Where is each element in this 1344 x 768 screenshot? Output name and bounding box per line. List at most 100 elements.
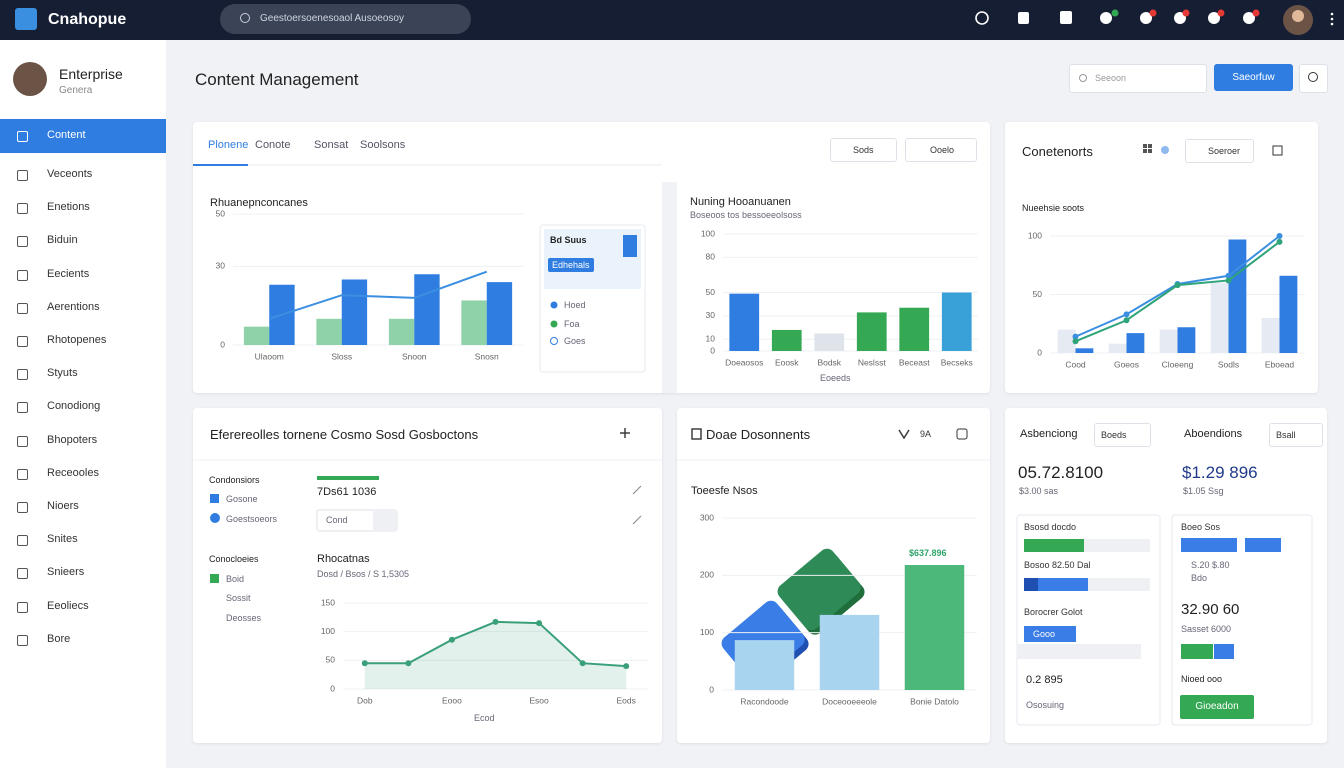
search-icon-button[interactable] — [1299, 64, 1328, 93]
x-tick-label: Snosn — [475, 351, 499, 361]
legend-item: Hoed — [564, 300, 586, 310]
menu-icon — [17, 568, 28, 580]
x-tick-label: Goeos — [1114, 359, 1139, 369]
line-point — [1225, 272, 1232, 279]
input-text[interactable]: Cond — [326, 515, 348, 525]
stat-value: 05.72.8100 — [1018, 463, 1104, 482]
y-tick-label: 80 — [706, 252, 716, 262]
menu-label: Eecients — [47, 267, 90, 280]
menu-item[interactable]: Content — [0, 119, 166, 153]
menu-item[interactable]: Bore — [0, 623, 166, 657]
stat-select[interactable]: Boeds — [1094, 423, 1151, 447]
bar — [899, 307, 930, 351]
y-tick-label: 0 — [220, 339, 225, 349]
x-tick-label: Doeaosos — [725, 357, 763, 367]
line-point — [1276, 233, 1283, 239]
control[interactable]: 9A — [920, 429, 932, 439]
y-tick-label: 50 — [706, 287, 716, 297]
menu-item[interactable]: Enetions — [0, 191, 166, 225]
bar — [1108, 343, 1127, 353]
y-tick-label: 100 — [321, 626, 335, 636]
card-text: Bdo — [1191, 573, 1208, 583]
card-button[interactable]: Gioeadon — [1180, 695, 1254, 719]
menu-item[interactable]: Rhotopenes — [0, 324, 166, 358]
stat-sub: $1.05 Ssg — [1183, 486, 1224, 496]
tab[interactable]: Plonene — [208, 139, 249, 151]
x-tick-label: Becseks — [941, 357, 973, 367]
radio-label[interactable]: Goestsoeors — [226, 514, 278, 524]
search-dropdown[interactable]: Soeroer — [1185, 139, 1254, 163]
x-tick-label: Sodls — [1218, 359, 1239, 369]
menu-item[interactable]: Veceonts — [0, 158, 166, 192]
top-bar: Cnahopue Geestoersoenesoaol Ausoeosoy — [0, 0, 1344, 40]
menu-icon — [17, 302, 28, 314]
card-text: Bsosd docdo — [1024, 522, 1077, 532]
tab[interactable]: Sonsat — [314, 139, 349, 151]
x-tick-label: Bonie Datolo — [910, 696, 959, 706]
menu-label: Receooles — [47, 466, 99, 479]
menu-label: Nioers — [47, 500, 79, 512]
tab[interactable]: Conote — [255, 139, 291, 151]
bar — [1210, 282, 1229, 353]
card-text: S.20 $.80 — [1191, 560, 1230, 570]
x-tick-label: Doceooeeeole — [822, 696, 877, 706]
filter-dropdown[interactable]: Sods — [830, 138, 897, 162]
menu-item[interactable]: Receooles — [0, 457, 166, 491]
stat-select[interactable]: Bsall — [1269, 423, 1323, 447]
bar — [1126, 333, 1145, 353]
bar — [819, 614, 880, 690]
line-point — [1276, 238, 1283, 245]
profile-role: Genera — [59, 85, 93, 96]
x-tick-label: Neslsst — [858, 357, 887, 367]
line-area — [364, 621, 627, 689]
bar — [1075, 348, 1094, 353]
logo-icon — [15, 8, 37, 30]
header-search[interactable]: Seeoon — [1069, 64, 1207, 93]
menu-item[interactable]: Snieers — [0, 556, 166, 590]
menu-item[interactable]: Bhopoters — [0, 424, 166, 458]
line-point — [448, 636, 455, 643]
x-axis-label: Ecod — [474, 713, 495, 723]
header-button[interactable]: Saeorfuw — [1214, 64, 1293, 91]
panel-title: Eferereolles tornene Cosmo Sosd Gosbocto… — [210, 427, 479, 442]
y-tick-label: 30 — [706, 310, 716, 320]
menu-icon — [17, 535, 28, 547]
search-text: Geestoersoenesoaol Ausoeosoy — [260, 13, 404, 24]
group-title: Condonsiors — [209, 475, 260, 485]
menu-item[interactable]: Conodiong — [0, 390, 166, 424]
x-tick-label: Eooo — [442, 695, 462, 705]
line-point — [579, 660, 586, 667]
list-item: Boid — [226, 574, 245, 584]
x-tick-label: Eoosk — [775, 357, 799, 367]
menu-item[interactable]: Biduin — [0, 224, 166, 258]
search-bar[interactable]: Geestoersoenesoaol Ausoeosoy — [220, 4, 471, 34]
menu-label: Content — [47, 129, 86, 141]
menu-item[interactable]: Aerentions — [0, 291, 166, 325]
y-tick-label: 150 — [321, 597, 335, 607]
tab[interactable]: Soolsons — [360, 139, 406, 151]
menu-icon — [17, 435, 28, 447]
bar — [316, 318, 342, 345]
bar — [461, 300, 487, 345]
menu-item[interactable]: Eeoliecs — [0, 590, 166, 624]
stats-panel: Asbenciong Boeds Aboendions Bsall 05.72.… — [1005, 408, 1327, 743]
menu-icon — [17, 601, 28, 613]
filter-dropdown[interactable]: Ooelo — [905, 138, 977, 162]
card-text: Sasset 6000 — [1181, 624, 1232, 634]
profile-name: Enterprise — [59, 66, 123, 82]
y-tick-label: 50 — [326, 655, 336, 665]
menu-label: Bhopoters — [47, 433, 98, 446]
menu-item[interactable]: Styuts — [0, 357, 166, 391]
menu-item[interactable]: Eecients — [0, 258, 166, 292]
checkbox-label[interactable]: Gosone — [226, 494, 258, 504]
menu-item[interactable]: Nioers — [0, 490, 166, 524]
y-tick-label: 100 — [1028, 230, 1042, 240]
menu-item[interactable]: Snites — [0, 523, 166, 557]
menu-icon — [17, 170, 28, 181]
avatar — [13, 62, 47, 96]
bar — [814, 333, 845, 351]
menu-icon — [17, 336, 28, 347]
menu-icon — [17, 236, 28, 248]
y-tick-label: 100 — [701, 228, 715, 238]
